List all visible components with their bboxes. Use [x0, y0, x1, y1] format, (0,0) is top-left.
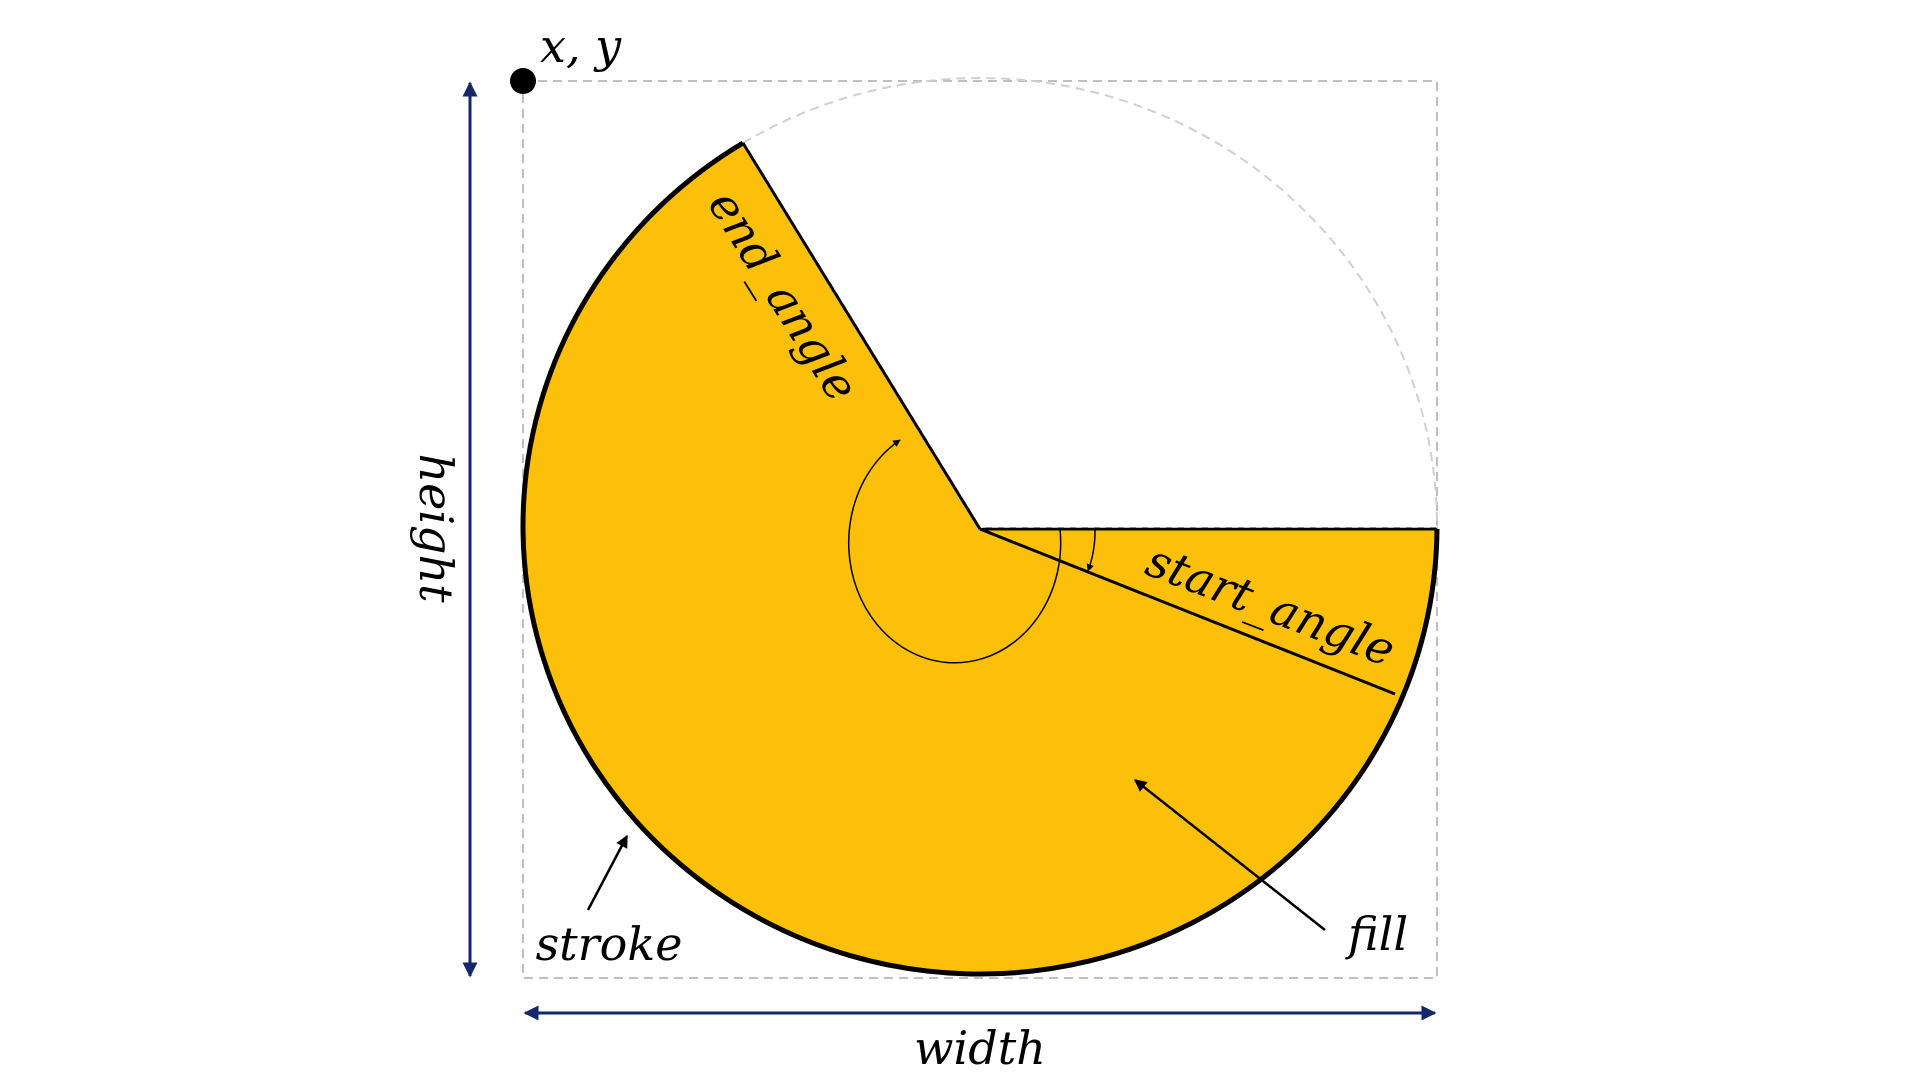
arc-fill — [523, 143, 1437, 975]
origin-point — [510, 68, 536, 94]
radius-end-edge — [741, 142, 982, 530]
start-angle-line — [979, 527, 1396, 696]
origin-label: x, y — [540, 19, 622, 73]
width-label: width — [914, 1021, 1046, 1075]
fill-pointer-arrow — [1134, 779, 1326, 931]
stroke-label: stroke — [536, 917, 683, 971]
height-label: height — [409, 453, 463, 603]
fill-label: fill — [1345, 907, 1408, 961]
start-angle-arrow — [1086, 528, 1096, 572]
stroke-pointer-arrow — [586, 834, 629, 911]
guide-circle-remainder — [742, 77, 1439, 530]
arc-stroke — [520, 140, 1440, 977]
end-angle-arrow — [847, 439, 1062, 664]
radius-end-edge-dash — [744, 141, 983, 529]
